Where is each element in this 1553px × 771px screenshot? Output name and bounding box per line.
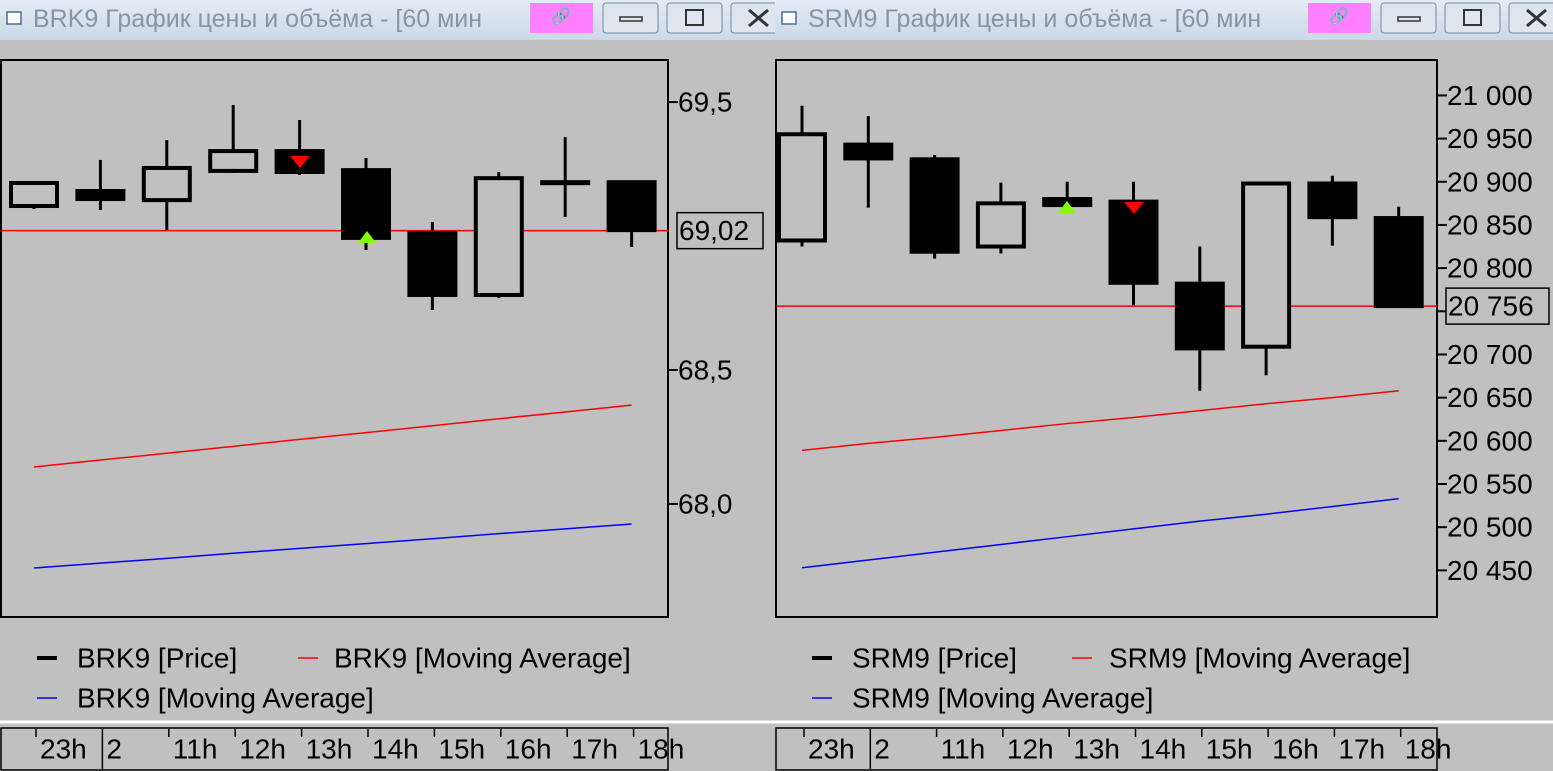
link-icon: 🔗 [1329,7,1349,26]
time-label: 11h [941,734,986,765]
y-tick-label: 20 700 [1447,339,1533,370]
time-label: 2 [106,734,122,765]
time-label: 13h [306,734,353,765]
candle-body [1307,181,1358,220]
candle-body [208,149,259,173]
time-label: 12h [239,734,286,765]
time-axis [0,727,669,771]
candle-body [341,168,391,240]
candle-body [1174,281,1225,351]
candle-body [1373,216,1424,309]
time-label: 12h [1007,734,1054,765]
candle-body [540,180,591,186]
moving-average-line [801,497,1399,569]
maximize-button[interactable] [666,2,723,34]
window-title: BRK9 График цены и объёма - [60 мин [33,5,482,33]
time-label: 18h [1405,734,1452,765]
time-label: 16h [505,734,552,765]
time-label: 15h [438,734,485,765]
minimize-button[interactable] [602,2,659,34]
time-label: 11h [173,734,218,765]
time-label: 14h [372,734,419,765]
link-icon: 🔗 [551,7,571,26]
icon [685,9,704,26]
moving-average-line [801,389,1399,452]
window-icon [6,11,22,25]
current-price-box [676,211,764,250]
time-label: 23h [808,734,855,765]
link-button[interactable] [1308,3,1371,33]
current-price-label: 69,02 [679,215,749,246]
legend-label: SRM9 [Price] [852,643,1017,674]
candle-body [777,132,827,243]
y-tick-label: 20 550 [1447,469,1533,500]
maximize-button[interactable] [1444,2,1501,34]
current-price-label: 20 756 [1448,291,1534,322]
candle-body [407,231,458,297]
current-price-box [1445,287,1550,325]
link-button[interactable] [530,3,593,33]
candle-body [843,142,894,161]
icon [1463,9,1482,26]
time-label: 13h [1073,734,1120,765]
window-title: SRM9 График цены и объёма - [60 мин [808,5,1261,33]
buy-signal [1058,201,1076,213]
icon [748,8,769,28]
sell-signal [1124,202,1144,214]
legend-label: SRM9 [Moving Average] [852,683,1153,714]
candle-body [75,189,126,202]
time-label: 23h [40,734,87,765]
y-tick-label: 69,5 [678,87,733,118]
legend-label: BRK9 [Moving Average] [77,683,374,714]
window: BRK9 График цены и объёма - [60 мин 🔗 69,5… [0,0,787,771]
y-tick-label: 20 850 [1447,209,1533,240]
window-icon [781,11,797,25]
y-tick-label: 68,5 [678,354,733,385]
time-axis [775,727,1438,771]
y-tick-label: 20 500 [1447,512,1533,543]
y-tick-label: 20 900 [1447,166,1533,197]
candle-body [141,165,192,203]
icon [619,16,643,22]
y-tick-label: 21 000 [1447,80,1533,111]
time-label: 16h [1272,734,1319,765]
time-label: 15h [1206,734,1253,765]
moving-average-line [33,404,632,468]
time-label: 17h [571,734,618,765]
sell-signal [290,156,310,168]
y-tick-label: 68,0 [678,488,733,519]
moving-average-line [33,523,632,569]
candle-body [975,201,1026,249]
icon [1397,16,1421,22]
time-label: 14h [1140,734,1187,765]
legend-label: SRM9 [Moving Average] [1109,643,1410,674]
y-tick-label: 20 650 [1447,382,1533,413]
buy-signal [358,231,376,243]
y-tick-label: 20 450 [1447,555,1533,586]
y-tick-label: 20 800 [1447,253,1533,284]
y-tick-label: 20 600 [1447,425,1533,456]
legend-label: BRK9 [Moving Average] [334,643,631,674]
candle-body [473,176,524,297]
plot-area [0,59,669,618]
candle-body [909,157,960,254]
y-tick-label: 20 950 [1447,123,1533,154]
candle-body [1241,181,1292,349]
time-label: 17h [1338,734,1385,765]
candle-body [9,180,59,209]
candle-body [606,180,657,233]
close-button[interactable] [1508,2,1553,34]
time-label: 2 [874,734,890,765]
time-label: 18h [638,734,685,765]
minimize-button[interactable] [1380,2,1437,34]
icon [1526,8,1547,28]
candle-body [1108,199,1159,285]
window: SRM9 График цены и объёма - [60 мин 🔗 21 0… [775,0,1553,771]
legend-label: BRK9 [Price] [77,643,237,674]
